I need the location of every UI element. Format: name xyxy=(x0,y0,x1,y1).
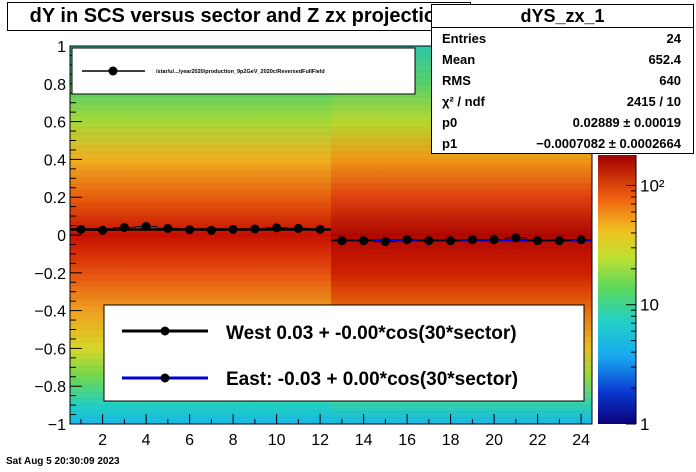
x-tick-label: 14 xyxy=(355,432,373,449)
color-scale xyxy=(598,155,636,424)
data-point xyxy=(163,223,173,233)
y-tick-label: 0 xyxy=(57,228,66,245)
data-point xyxy=(489,235,499,245)
data-point xyxy=(402,235,412,245)
y-tick-label: −0.2 xyxy=(34,266,66,283)
data-point xyxy=(141,221,151,231)
x-tick-label: 6 xyxy=(185,432,194,449)
y-tick-label: 1 xyxy=(57,39,66,56)
y-axis: −1 −0.8 −0.6 −0.4 −0.2 0 0.2 0.4 0.6 0.8 1 xyxy=(34,39,82,434)
stats-row-p0: p0 0.02889 ± 0.00019 xyxy=(442,115,681,130)
color-scale-axis: 1 10 10² xyxy=(626,155,665,434)
y-tick-label: 0.4 xyxy=(44,152,66,169)
fit-legend: West 0.03 + -0.00*cos(30*sector) East: -… xyxy=(103,304,585,402)
top-legend: /star/u/.../year2020/production_9p2GeV_2… xyxy=(71,47,416,95)
data-point xyxy=(424,236,434,246)
stats-row-rms: RMS 640 xyxy=(442,73,681,88)
y-tick-label: −0.6 xyxy=(34,341,66,358)
data-point xyxy=(359,236,369,246)
data-point xyxy=(446,236,456,246)
data-point xyxy=(337,236,347,246)
y-tick-label: −0.8 xyxy=(34,379,66,396)
data-point xyxy=(98,225,108,235)
y-tick-label: −1 xyxy=(48,417,66,434)
timestamp: Sat Aug 5 20:30:09 2023 xyxy=(6,456,120,467)
stats-box: dYS_zx_1 Entries 24 Mean 652.4 RMS 640 χ² /… xyxy=(431,4,694,154)
data-points xyxy=(70,221,592,247)
data-point xyxy=(511,233,521,243)
data-point xyxy=(272,223,282,233)
x-tick-label: 4 xyxy=(142,432,151,449)
y-tick-label: −0.4 xyxy=(34,304,66,321)
legend-east-label: East: -0.03 + 0.00*cos(30*sector) xyxy=(226,369,518,390)
x-tick-label: 8 xyxy=(229,432,238,449)
x-tick-label: 22 xyxy=(529,432,547,449)
z-tick-label: 10 xyxy=(640,296,659,315)
chart-title: dY in SCS versus sector and Z zx project… xyxy=(7,2,471,31)
x-axis: 2 4 6 8 10 12 14 16 18 20 22 24 xyxy=(80,414,590,449)
x-tick-label: 10 xyxy=(268,432,286,449)
x-tick-label: 18 xyxy=(442,432,460,449)
x-tick-label: 16 xyxy=(398,432,416,449)
stats-row-entries: Entries 24 xyxy=(442,31,681,46)
stats-row-mean: Mean 652.4 xyxy=(442,52,681,67)
data-point xyxy=(380,237,390,247)
data-point xyxy=(250,224,260,234)
x-tick-label: 2 xyxy=(98,432,107,449)
z-tick-label: 1 xyxy=(640,415,649,434)
data-point xyxy=(185,225,195,235)
x-tick-label: 20 xyxy=(485,432,503,449)
x-tick-label: 12 xyxy=(311,432,329,449)
data-point xyxy=(315,224,325,234)
data-point xyxy=(576,235,586,245)
data-point xyxy=(554,236,564,246)
y-tick-label: 0.2 xyxy=(44,190,66,207)
data-point xyxy=(228,224,238,234)
data-point xyxy=(119,222,129,232)
legend-west-label: West 0.03 + -0.00*cos(30*sector) xyxy=(226,323,517,344)
data-point xyxy=(533,236,543,246)
data-point xyxy=(206,225,216,235)
stats-row-p1: p1 −0.0007082 ± 0.0002664 xyxy=(442,136,681,151)
y-tick-label: 0.8 xyxy=(44,77,66,94)
data-point xyxy=(76,224,86,234)
z-tick-label: 10² xyxy=(640,176,665,195)
stats-row-chi2: χ² / ndf 2415 / 10 xyxy=(442,94,681,109)
data-point xyxy=(293,223,303,233)
top-legend-label: /star/u/.../year2020/production_9p2GeV_2… xyxy=(156,69,325,75)
x-tick-label: 24 xyxy=(572,432,590,449)
data-point xyxy=(467,235,477,245)
y-tick-label: 0.6 xyxy=(44,115,66,132)
stats-name: dYS_zx_1 xyxy=(432,5,693,28)
